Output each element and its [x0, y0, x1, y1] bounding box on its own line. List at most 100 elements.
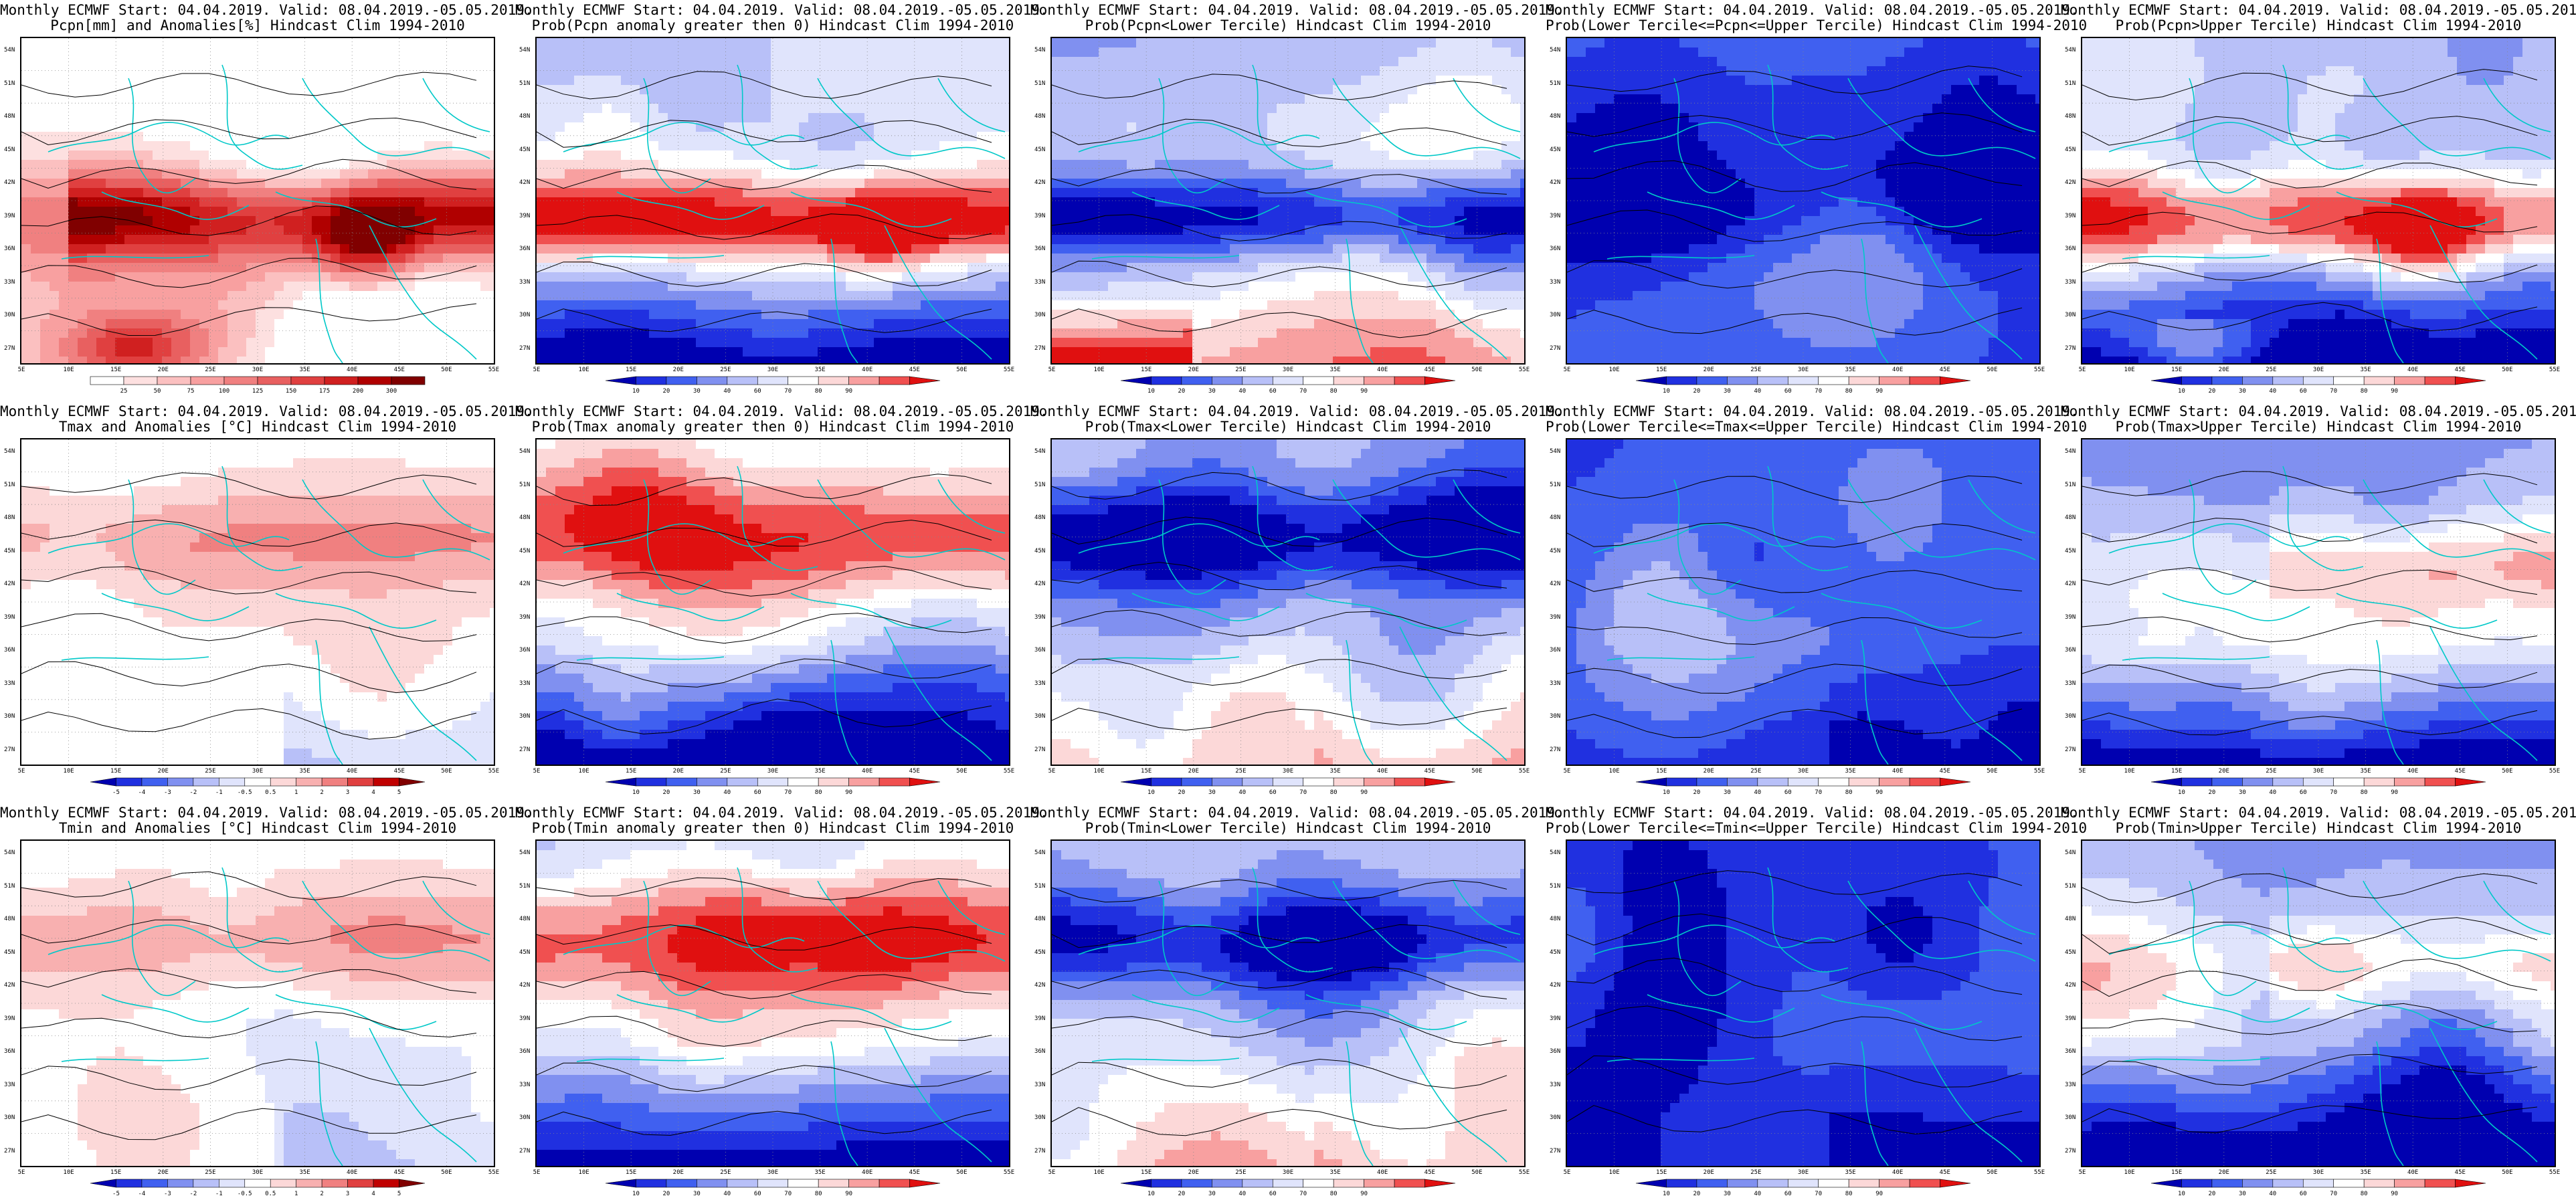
field-cell: [1473, 57, 1483, 67]
field-cell: [761, 113, 771, 123]
field-cell: [537, 113, 547, 123]
field-cell: [1436, 235, 1446, 245]
field-cell: [1483, 66, 1493, 76]
field-cell: [40, 141, 50, 151]
field-cell: [218, 357, 228, 363]
field-cell: [237, 76, 247, 86]
field-cell: [59, 216, 69, 226]
field-cell: [265, 188, 275, 198]
field-cell: [396, 179, 406, 189]
forecast-panel: Monthly ECMWF Start: 04.04.2019. Valid: …: [515, 0, 1048, 401]
field-cell: [780, 310, 790, 320]
field-cell: [1202, 235, 1212, 245]
field-cell: [21, 188, 31, 198]
field-cell: [68, 300, 78, 310]
field-cell: [40, 216, 50, 226]
field-cell: [153, 347, 163, 357]
field-cell: [1295, 76, 1305, 86]
field-cell: [761, 225, 771, 235]
field-cell: [302, 104, 312, 114]
field-cell: [377, 272, 387, 282]
field-cell: [480, 347, 490, 357]
field-cell: [668, 132, 678, 142]
field-cell: [302, 319, 312, 329]
field-cell: [377, 235, 387, 245]
field-cell: [359, 244, 369, 254]
field-cell: [808, 113, 818, 123]
field-cell: [396, 94, 406, 104]
field-cell: [808, 254, 818, 264]
field-cell: [1005, 235, 1009, 245]
field-cell: [640, 207, 650, 217]
field-cell: [939, 319, 949, 329]
field-cell: [265, 310, 275, 320]
field-cell: [921, 57, 931, 67]
field-cell: [1071, 216, 1081, 226]
field-cell: [78, 179, 88, 189]
field-cell: [246, 216, 256, 226]
field-cell: [87, 347, 97, 357]
field-cell: [958, 254, 968, 264]
field-cell: [1361, 254, 1371, 264]
field-cell: [153, 291, 163, 301]
field-cell: [1501, 94, 1511, 104]
lat-tick-label: 42N: [4, 179, 15, 186]
field-cell: [537, 291, 547, 301]
field-cell: [274, 254, 284, 264]
field-cell: [939, 235, 949, 245]
field-cell: [1277, 169, 1287, 179]
field-cell: [968, 76, 978, 86]
field-cell: [171, 122, 181, 132]
field-cell: [696, 319, 706, 329]
field-cell: [1061, 132, 1071, 142]
field-cell: [1398, 225, 1408, 235]
field-cell: [1267, 132, 1277, 142]
field-cell: [808, 150, 818, 161]
field-cell: [1352, 160, 1362, 170]
field-cell: [939, 188, 949, 198]
field-cell: [1183, 57, 1193, 67]
field-cell: [799, 319, 809, 329]
field-cell: [1183, 141, 1193, 151]
field-cell: [50, 254, 60, 264]
field-cell: [1464, 254, 1474, 264]
field-cell: [124, 197, 134, 207]
field-cell: [1483, 76, 1493, 86]
field-cell: [593, 47, 603, 58]
field-cell: [930, 272, 940, 282]
field-cell: [799, 291, 809, 301]
field-cell: [902, 66, 912, 76]
field-cell: [59, 38, 69, 48]
field-cell: [986, 310, 996, 320]
field-cell: [911, 300, 921, 310]
field-cell: [462, 150, 472, 161]
field-cell: [293, 310, 303, 320]
field-cell: [227, 160, 238, 170]
field-cell: [1220, 122, 1230, 132]
field-cell: [715, 319, 725, 329]
field-cell: [911, 282, 921, 292]
field-cell: [359, 150, 369, 161]
field-cell: [949, 66, 959, 76]
field-cell: [1005, 94, 1009, 104]
field-cell: [50, 357, 60, 363]
field-cell: [724, 179, 734, 189]
field-cell: [1136, 225, 1146, 235]
field-cell: [340, 113, 350, 123]
field-cell: [649, 104, 659, 114]
field-cell: [818, 328, 828, 338]
field-cell: [1005, 85, 1009, 95]
field-cell: [1061, 254, 1071, 264]
field-cell: [1099, 225, 1109, 235]
field-cell: [190, 122, 200, 132]
field-cell: [911, 310, 921, 320]
field-cell: [743, 272, 753, 282]
field-cell: [443, 254, 453, 264]
field-cell: [1211, 197, 1221, 207]
field-cell: [1314, 197, 1324, 207]
field-cell: [284, 272, 294, 282]
field-cell: [1061, 235, 1071, 245]
field-cell: [68, 225, 78, 235]
panel-title-line1: Monthly ECMWF Start: 04.04.2019. Valid: …: [1030, 3, 1564, 18]
field-cell: [818, 141, 828, 151]
